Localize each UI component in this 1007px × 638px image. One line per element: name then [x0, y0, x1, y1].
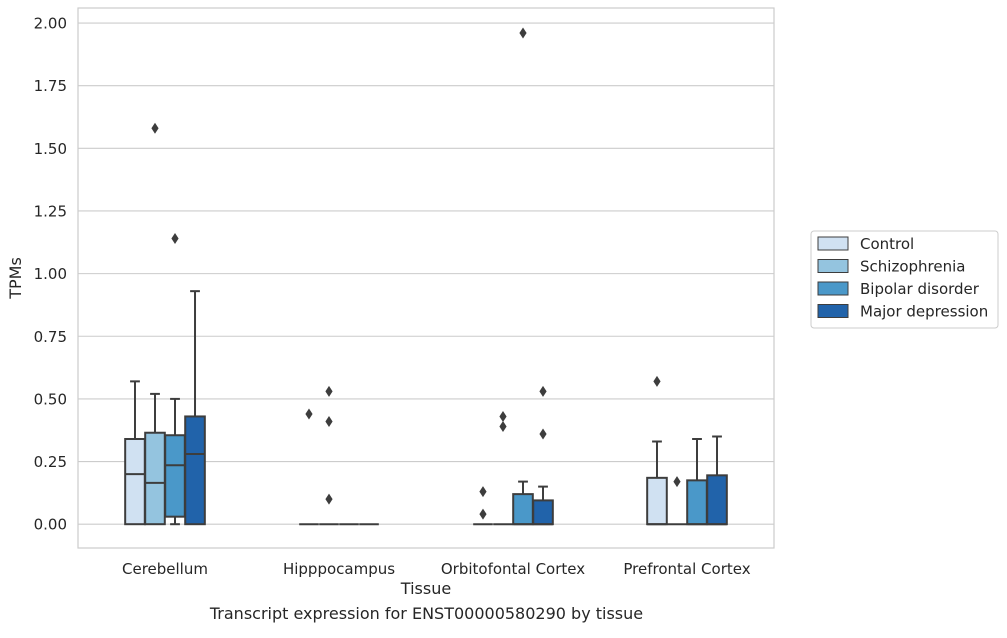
y-tick-label: 1.50	[34, 140, 67, 158]
chart-caption: Transcript expression for ENST0000058029…	[209, 604, 644, 623]
box-control-2	[473, 486, 493, 526]
box-control-1	[299, 408, 319, 526]
box-schizophrenia-1	[319, 385, 339, 526]
legend: Control Schizophrenia Bipolar disorder Majo…	[810, 230, 999, 329]
y-tick-label: 0.00	[34, 516, 67, 534]
box-body	[144, 431, 166, 526]
outlier-point	[171, 233, 179, 245]
x-tick-label: Cerebellum	[122, 560, 208, 578]
y-tick-labels: 0.00 0.25 0.50 0.75 1.00 1.25 1.50 1.75 2.00	[34, 15, 67, 534]
y-tick-label: 1.00	[34, 265, 67, 283]
y-tick-label: 0.25	[34, 453, 67, 471]
legend-frame	[810, 230, 999, 329]
legend-swatch	[817, 236, 849, 251]
outlier-point	[325, 415, 333, 427]
outlier-point	[305, 408, 313, 420]
box-major-depression-3	[706, 435, 728, 526]
y-tick-label: 0.75	[34, 328, 67, 346]
legend-swatch	[817, 259, 849, 273]
legend-swatch	[817, 281, 849, 296]
y-axis-label: TPMs	[6, 257, 25, 300]
y-tick-label: 1.75	[34, 77, 67, 95]
box-body	[686, 479, 708, 526]
legend-item: Control	[817, 235, 914, 253]
legend-item: Major depression	[817, 303, 988, 321]
box-major-depression-2	[532, 385, 554, 526]
legend-swatch	[817, 304, 849, 318]
legend-item: Bipolar disorder	[817, 280, 980, 298]
outlier-point	[539, 428, 547, 440]
box-body	[512, 493, 534, 526]
outlier-point	[499, 410, 507, 422]
legend-label: Control	[860, 235, 914, 253]
box-body	[532, 499, 554, 526]
box-control-0	[124, 380, 146, 526]
box-body	[646, 476, 668, 526]
box-schizophrenia-0	[144, 122, 166, 526]
outlier-point	[325, 493, 333, 505]
x-tick-label: Hipppocampus	[283, 560, 395, 578]
outlier-point	[479, 486, 487, 498]
outlier-point	[519, 27, 527, 39]
plot-frame	[77, 7, 775, 549]
outlier-point	[479, 508, 487, 520]
x-tick-labels: Cerebellum Hipppocampus Orbitofontal Corte…	[122, 560, 751, 578]
box-body	[184, 415, 206, 526]
legend-label: Bipolar disorder	[860, 280, 980, 298]
x-axis-label: Tissue	[400, 579, 451, 598]
outlier-point	[653, 375, 661, 387]
y-tick-label: 2.00	[34, 15, 67, 33]
box-major-depression-0	[184, 290, 206, 526]
x-tick-label: Prefrontal Cortex	[623, 560, 750, 578]
box-body	[706, 474, 728, 526]
y-tick-label: 0.50	[34, 390, 67, 408]
outlier-point	[151, 122, 159, 134]
outlier-point	[673, 476, 681, 488]
box-schizophrenia-2	[493, 410, 513, 526]
box-body	[124, 437, 146, 526]
x-tick-label: Orbitofontal Cortex	[441, 560, 585, 578]
box-control-3	[646, 375, 668, 526]
outlier-point	[499, 420, 507, 432]
box-body	[164, 434, 186, 518]
outlier-point	[325, 385, 333, 397]
outlier-point	[539, 385, 547, 397]
box-schizophrenia-3	[667, 476, 687, 526]
y-tick-label: 1.25	[34, 202, 67, 220]
boxes	[124, 27, 728, 526]
legend-item: Schizophrenia	[817, 258, 965, 276]
legend-label: Schizophrenia	[860, 258, 965, 276]
legend-label: Major depression	[860, 303, 988, 321]
